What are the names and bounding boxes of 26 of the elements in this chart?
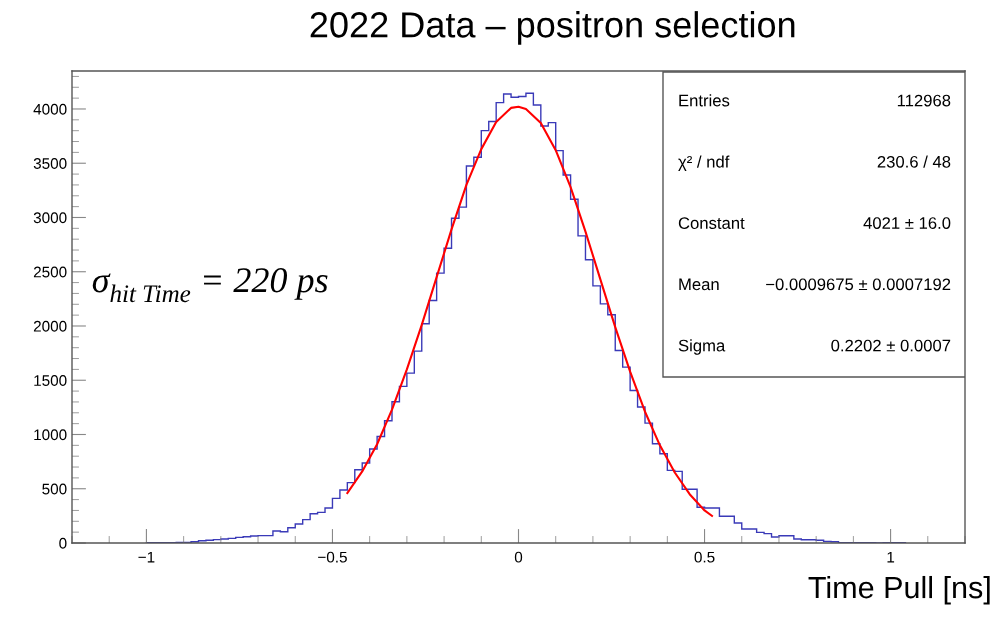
y-tick-label: 2000 — [33, 320, 67, 332]
y-tick-label: 2500 — [33, 266, 67, 278]
annotation: Entries — [679, 94, 730, 107]
y-tick-label: 3500 — [33, 158, 67, 169]
x-tick-label: 0 — [514, 551, 523, 563]
annotation: 0.2202 ± 0.0007 — [831, 339, 951, 352]
y-tick-label: 3000 — [33, 212, 67, 224]
y-tick-label: 500 — [42, 483, 67, 495]
annotation: Sigma — [678, 339, 726, 355]
annotation: 112968 — [897, 94, 951, 107]
y-tick-label: 0 — [59, 537, 67, 549]
annotation: Constant — [678, 217, 745, 229]
x-tick-label: 0.5 — [694, 551, 715, 563]
y-tick-label: 4000 — [33, 103, 67, 115]
annotation: −0.0009675 ± 0.0007192 — [766, 278, 951, 291]
annotation: Mean — [679, 278, 719, 291]
x-tick-label: −1 — [138, 551, 155, 563]
annotation: 230.6 / 48 — [877, 155, 951, 168]
x-axis-title: Time Pull [ns] — [808, 575, 990, 605]
y-tick-label: 1000 — [34, 429, 67, 441]
annotation: 4021 ± 16.0 — [863, 217, 951, 229]
x-tick-label: 1 — [887, 551, 895, 563]
x-tick-label: −0.5 — [318, 551, 347, 563]
chart-title: 2022 Data – positron selection — [310, 11, 795, 45]
y-tick-label: 1500 — [34, 375, 67, 386]
annotation: χ² / ndf — [678, 155, 730, 172]
